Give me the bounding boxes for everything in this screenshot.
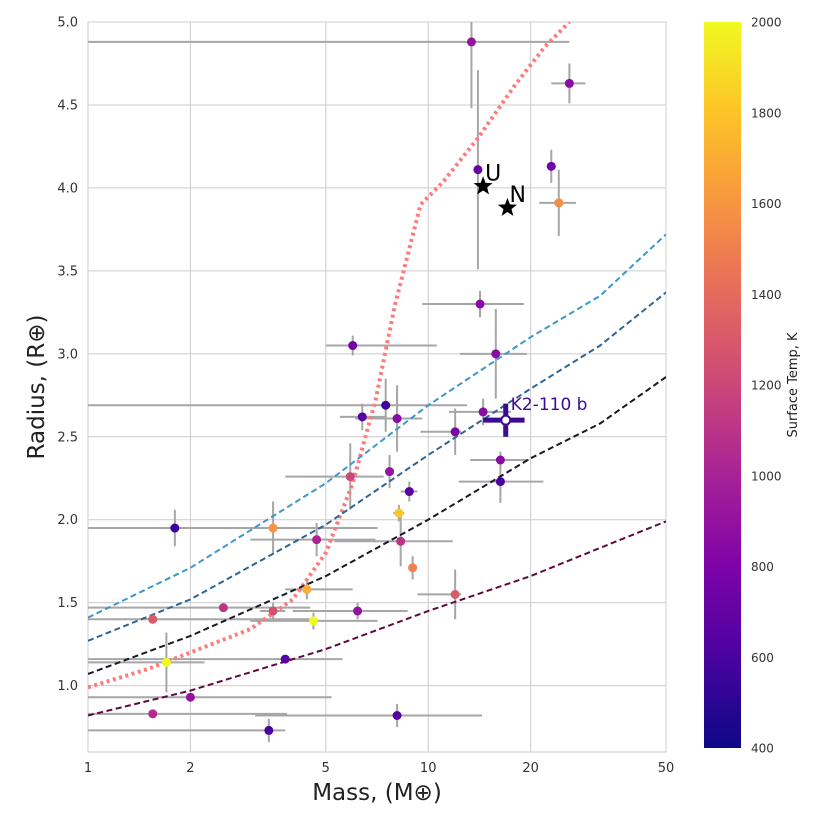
planet-point xyxy=(302,584,312,594)
colorbar-tick-label: 400 xyxy=(751,742,774,756)
x-tick-label: 50 xyxy=(658,761,675,776)
planet-point xyxy=(495,477,505,487)
planet-point xyxy=(357,412,367,422)
planet-point xyxy=(478,407,488,417)
colorbar-gradient xyxy=(704,22,741,748)
colorbar-tick-label: 1200 xyxy=(751,379,782,393)
planet-point xyxy=(491,349,501,359)
k2-110b-marker: K2-110 b xyxy=(483,395,587,437)
model-curve-iron-rich xyxy=(88,520,666,717)
planet-point xyxy=(264,725,274,735)
x-tick-label: 20 xyxy=(522,761,539,776)
planet-point xyxy=(148,709,158,719)
planet-point xyxy=(392,414,402,424)
colorbar: 400 600 800 1000 1200 1400 1600 1800 2000 Surfac… xyxy=(704,16,801,756)
y-tick-label: 3.5 xyxy=(57,264,78,279)
x-tick-label: 1 xyxy=(84,761,92,776)
colorbar-tick-label: 1400 xyxy=(751,288,782,302)
planet-point xyxy=(348,341,358,351)
planet-star-icon xyxy=(473,176,493,195)
planet-point xyxy=(475,299,485,309)
y-tick-label: 5.0 xyxy=(57,16,78,31)
planet-point xyxy=(473,165,483,175)
planet-point xyxy=(404,487,414,497)
planet-point xyxy=(161,657,171,667)
x-tick-label: 5 xyxy=(322,761,330,776)
colorbar-tick-label: 1600 xyxy=(751,197,782,211)
y-tick-label: 4.0 xyxy=(57,181,78,196)
y-tick-label: 2.5 xyxy=(57,430,78,445)
planet-label-u: U xyxy=(485,161,501,186)
model-curve-hydrogen-rich xyxy=(88,22,571,690)
planet-point xyxy=(450,589,460,599)
planet-point xyxy=(394,508,404,518)
planet-point xyxy=(185,692,195,702)
planet-point xyxy=(408,563,418,573)
planet-point xyxy=(268,606,278,616)
colorbar-tick-label: 2000 xyxy=(751,16,782,30)
planet-point xyxy=(308,616,318,626)
x-axis-label: Mass, (M⊕) xyxy=(312,780,442,806)
y-tick-labels: 1.0 1.5 2.0 2.5 3.0 3.5 4.0 4.5 5.0 xyxy=(57,16,78,695)
model-curves xyxy=(88,22,666,717)
planet-point xyxy=(554,198,564,208)
planet-point xyxy=(268,523,278,533)
y-tick-label: 1.5 xyxy=(57,596,78,611)
planet-point xyxy=(392,711,402,720)
planet-label-n: N xyxy=(509,183,525,208)
planet-point xyxy=(280,654,290,664)
colorbar-tick-label: 1800 xyxy=(751,106,782,120)
planet-point xyxy=(312,535,322,545)
planet-point xyxy=(148,614,158,624)
planet-point xyxy=(381,400,391,410)
data-points xyxy=(148,37,574,735)
planet-point xyxy=(385,467,395,477)
planet-point xyxy=(170,523,180,533)
planet-point xyxy=(396,536,406,546)
colorbar-label: Surface Temp, K xyxy=(786,332,801,438)
solar-system-planets: UN xyxy=(473,161,526,216)
model-curve-mixed xyxy=(88,291,666,642)
planet-star-icon xyxy=(497,197,517,216)
planet-point xyxy=(546,161,556,171)
planet-point xyxy=(466,37,476,47)
k2-110b-label: K2-110 b xyxy=(511,395,588,415)
colorbar-tick-label: 1000 xyxy=(751,469,782,483)
y-tick-label: 1.0 xyxy=(57,679,78,694)
colorbar-tick-label: 800 xyxy=(751,560,774,574)
y-tick-label: 3.0 xyxy=(57,347,78,362)
x-tick-labels: 1 2 5 10 20 50 xyxy=(84,761,674,776)
colorbar-tick-label: 600 xyxy=(751,651,774,665)
model-curve-rocky xyxy=(88,376,666,675)
planet-point xyxy=(353,606,363,616)
gridlines xyxy=(87,21,667,752)
y-tick-label: 2.0 xyxy=(57,513,78,528)
colorbar-ticks: 400 600 800 1000 1200 1400 1600 1800 2000 xyxy=(751,16,782,756)
planet-point xyxy=(564,78,574,88)
model-curve-water-rich xyxy=(88,233,666,619)
x-tick-label: 2 xyxy=(186,761,194,776)
y-tick-label: 4.5 xyxy=(57,98,78,113)
planet-point xyxy=(218,603,228,613)
planet-point xyxy=(345,472,355,482)
planet-point xyxy=(450,427,460,437)
x-tick-label: 10 xyxy=(420,761,437,776)
k2-110b-point xyxy=(500,414,512,426)
planet-point xyxy=(495,455,505,465)
y-axis-label: Radius, (R⊕) xyxy=(24,315,50,460)
